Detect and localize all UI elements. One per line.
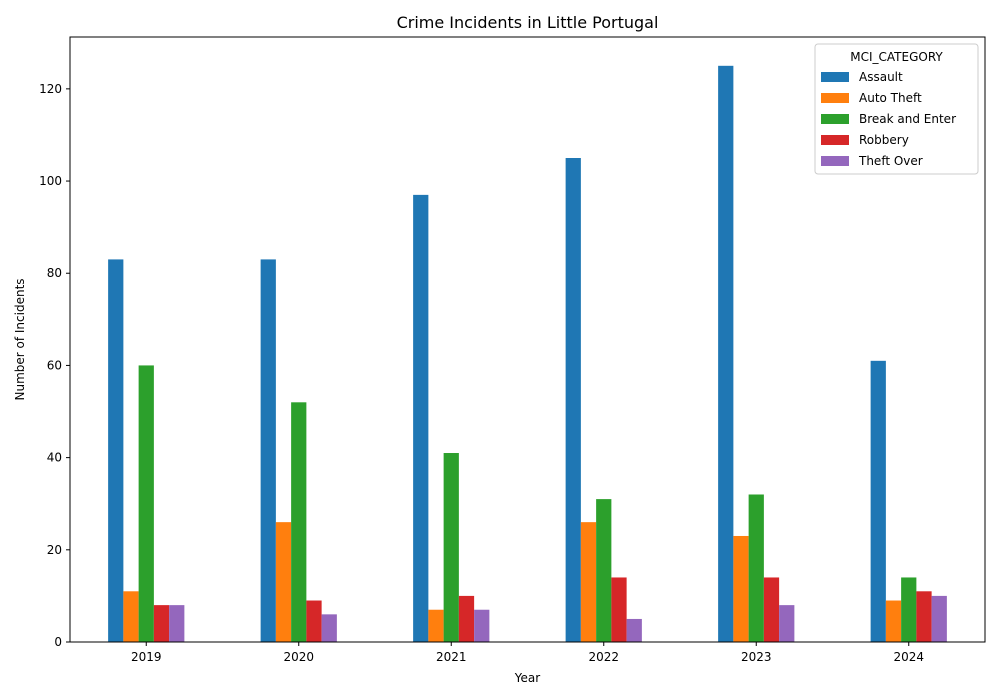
bar-auto-theft-2019 — [123, 591, 139, 642]
legend-swatch — [821, 135, 849, 145]
bar-robbery-2020 — [306, 600, 322, 642]
x-tick-label: 2020 — [283, 650, 314, 664]
legend-label: Break and Enter — [859, 112, 956, 126]
bar-assault-2023 — [718, 65, 734, 643]
bar-break-and-enter-2019 — [138, 365, 154, 642]
bar-auto-theft-2021 — [428, 609, 444, 642]
y-axis-label: Number of Incidents — [13, 278, 27, 400]
chart-title: Crime Incidents in Little Portugal — [397, 13, 659, 32]
x-tick-label: 2019 — [131, 650, 162, 664]
bar-robbery-2024 — [916, 591, 932, 642]
bar-theft-over-2021 — [474, 609, 490, 642]
x-axis-label: Year — [514, 671, 540, 685]
axes-layer: 2019 2020 2021 2022 2023 2024 0 20 40 60 80 100 120 — [39, 36, 986, 664]
x-tick-label: 2022 — [588, 650, 619, 664]
y-tick-label: 40 — [47, 451, 62, 465]
y-tick-label: 0 — [54, 635, 62, 649]
bar-break-and-enter-2022 — [596, 499, 612, 642]
legend-swatch — [821, 72, 849, 82]
y-tick-label: 80 — [47, 266, 62, 280]
bar-robbery-2022 — [611, 577, 627, 642]
y-tick-label: 60 — [47, 358, 62, 372]
bar-assault-2022 — [565, 158, 581, 642]
bar-break-and-enter-2020 — [291, 402, 307, 642]
bar-break-and-enter-2024 — [901, 577, 917, 642]
legend-swatch — [821, 93, 849, 103]
bar-assault-2019 — [108, 259, 124, 642]
bar-theft-over-2023 — [779, 605, 795, 642]
y-tick-label: 120 — [39, 82, 62, 96]
bars-layer — [108, 65, 947, 643]
bar-break-and-enter-2021 — [443, 453, 459, 642]
legend-swatch — [821, 114, 849, 124]
axes-frame — [69, 36, 986, 643]
legend-swatch — [821, 156, 849, 166]
bar-robbery-2021 — [458, 595, 475, 642]
bar-auto-theft-2022 — [580, 522, 597, 642]
bar-robbery-2023 — [763, 577, 780, 642]
bar-robbery-2019 — [153, 605, 170, 642]
bar-assault-2024 — [870, 360, 886, 642]
bar-break-and-enter-2023 — [748, 494, 764, 642]
bar-theft-over-2022 — [626, 618, 642, 642]
legend-box — [814, 43, 979, 175]
bar-theft-over-2019 — [169, 605, 185, 642]
bar-theft-over-2020 — [321, 614, 337, 642]
legend-label: Theft Over — [858, 154, 923, 168]
bar-assault-2021 — [413, 194, 429, 642]
bar-auto-theft-2023 — [733, 535, 749, 642]
legend-label: Assault — [859, 70, 903, 84]
legend-items: Assault Auto Theft Break and Enter Robbery T… — [821, 70, 956, 168]
y-tick-label: 20 — [47, 543, 62, 557]
bar-assault-2020 — [260, 259, 276, 642]
y-tick-label: 100 — [39, 174, 62, 188]
legend-title: MCI_CATEGORY — [850, 50, 943, 64]
bar-theft-over-2024 — [931, 595, 947, 642]
bar-auto-theft-2020 — [275, 522, 292, 642]
x-tick-label: 2021 — [436, 650, 467, 664]
legend-label: Auto Theft — [859, 91, 922, 105]
legend-label: Robbery — [859, 133, 909, 147]
bar-auto-theft-2024 — [885, 600, 902, 642]
x-tick-label: 2024 — [893, 650, 924, 664]
x-tick-label: 2023 — [741, 650, 772, 664]
legend: MCI_CATEGORY Assault Auto Theft Break and … — [814, 43, 979, 175]
